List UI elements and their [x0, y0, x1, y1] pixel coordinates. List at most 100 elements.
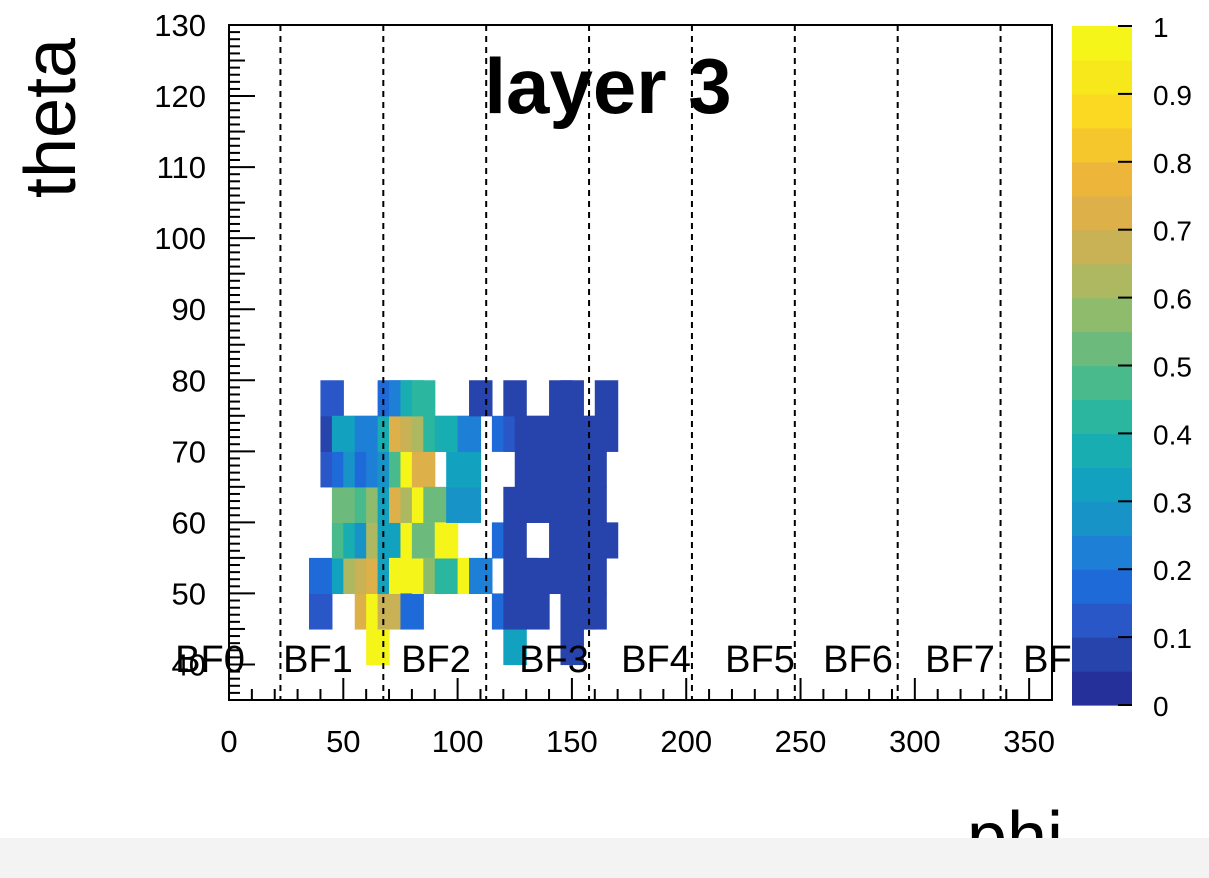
heatmap-cell [469, 558, 492, 594]
heatmap-cell [378, 522, 401, 558]
heatmap-cell [458, 487, 481, 523]
sector-label: BF5 [725, 639, 795, 681]
x-tick-label: 200 [660, 724, 712, 759]
y-tick-label: 100 [154, 221, 206, 256]
colorbar-segment [1072, 637, 1132, 672]
y-tick-label: 110 [157, 150, 206, 185]
colorbar-segment [1072, 671, 1132, 706]
colorbar-tick-label: 0.6 [1153, 284, 1192, 315]
heatmap-cell [458, 451, 481, 487]
colorbar-segment [1072, 569, 1132, 604]
colorbar-segment [1072, 433, 1132, 468]
x-tick-label: 100 [432, 724, 484, 759]
heatmap-cell [595, 522, 618, 558]
sector-label: BF7 [925, 639, 995, 681]
colorbar-segment [1072, 128, 1132, 163]
heatmap-cell [400, 593, 423, 629]
heatmap-cells [309, 380, 618, 665]
heatmap-cell [309, 593, 332, 629]
y-tick-label: 80 [172, 363, 206, 398]
heatmap-cell [320, 380, 343, 416]
heatmap-cell [526, 593, 549, 629]
heatmap-cell [583, 451, 606, 487]
heatmap-cell [412, 451, 435, 487]
y-tick-label: 130 [154, 8, 206, 43]
sector-label: BF0 [175, 639, 245, 681]
colorbar-tick-label: 0.9 [1153, 80, 1192, 111]
heatmap-cell [435, 522, 458, 558]
x-tick-label: 50 [326, 724, 360, 759]
heatmap-cell [378, 593, 401, 629]
heatmap-cell [583, 593, 606, 629]
heatmap-cell [412, 380, 435, 416]
colorbar-segment [1072, 298, 1132, 333]
sector-label: BF3 [519, 639, 589, 681]
y-tick-label: 90 [172, 292, 206, 327]
chart-title: layer 3 [484, 42, 731, 130]
x-tick-label: 150 [546, 724, 598, 759]
colorbar-segment [1072, 230, 1132, 265]
x-axis-ticks: 0 50 100 150 200 250 300 350 [220, 678, 1055, 759]
heatmap-cell [469, 380, 492, 416]
colorbar-tick-label: 0.1 [1153, 623, 1192, 654]
heatmap-cell [309, 558, 332, 594]
colorbar-segment [1072, 366, 1132, 401]
heatmap-cell [503, 380, 526, 416]
colorbar-segment [1072, 332, 1132, 367]
sector-label: BF1 [283, 639, 353, 681]
heatmap-cell [458, 416, 481, 452]
sector-label: BF2 [401, 639, 471, 681]
heatmap-cell [595, 416, 618, 452]
heatmap-cell [595, 380, 618, 416]
heatmap-cell [423, 487, 446, 523]
colorbar-tick-label: 1 [1153, 12, 1169, 43]
y-tick-label: 120 [154, 79, 206, 114]
heatmap-cell [366, 629, 389, 665]
footer-strip [0, 838, 1209, 878]
colorbar: 0 0.1 0.2 0.3 0.4 0.5 0.6 0.7 0.8 0.9 1 [1072, 12, 1192, 722]
colorbar-segment [1072, 264, 1132, 299]
heatmap-cell [389, 558, 412, 594]
colorbar-tick-label: 0.2 [1153, 555, 1192, 586]
colorbar-tick-label: 0 [1153, 691, 1169, 722]
heatmap-cell [526, 558, 549, 594]
y-tick-label: 50 [172, 576, 206, 611]
sector-label: BF4 [621, 639, 691, 681]
x-tick-label: 0 [220, 724, 237, 759]
colorbar-tick-label: 0.3 [1153, 487, 1192, 518]
colorbar-segment [1072, 94, 1132, 129]
heatmap-cell [526, 451, 549, 487]
colorbar-tick-label: 0.8 [1153, 148, 1192, 179]
colorbar-segment [1072, 501, 1132, 536]
colorbar-segment [1072, 60, 1132, 95]
colorbar-segment [1072, 196, 1132, 231]
colorbar-tick-label: 0.7 [1153, 216, 1192, 247]
heatmap-cell [503, 593, 526, 629]
colorbar-tick-label: 0.4 [1153, 419, 1192, 450]
heatmap-cell [583, 487, 606, 523]
y-tick-label: 60 [172, 505, 206, 540]
heatmap-cell [560, 451, 583, 487]
heatmap-cell [412, 522, 435, 558]
sector-label: BF6 [823, 639, 893, 681]
heatmap-cell [526, 487, 549, 523]
heatmap-cell [435, 558, 458, 594]
colorbar-segment [1072, 26, 1132, 61]
colorbar-segment [1072, 467, 1132, 502]
heatmap-cell [503, 522, 526, 558]
heatmap-cell [583, 558, 606, 594]
sector-labels: BF0 BF1 BF2 BF3 BF4 BF5 BF6 BF7 BF0 [175, 639, 1093, 681]
y-axis-ticks: 40 50 60 70 80 90 100 110 120 130 [154, 8, 255, 700]
colorbar-segment [1072, 603, 1132, 638]
colorbar-segment [1072, 162, 1132, 197]
y-axis-label: theta [11, 37, 91, 198]
heatmap-cell [560, 380, 583, 416]
x-tick-label: 250 [775, 724, 827, 759]
x-tick-label: 300 [889, 724, 941, 759]
colorbar-segment [1072, 535, 1132, 570]
y-tick-label: 70 [172, 434, 206, 469]
x-tick-label: 350 [1003, 724, 1055, 759]
colorbar-segment [1072, 399, 1132, 434]
colorbar-tick-label: 0.5 [1153, 352, 1192, 383]
